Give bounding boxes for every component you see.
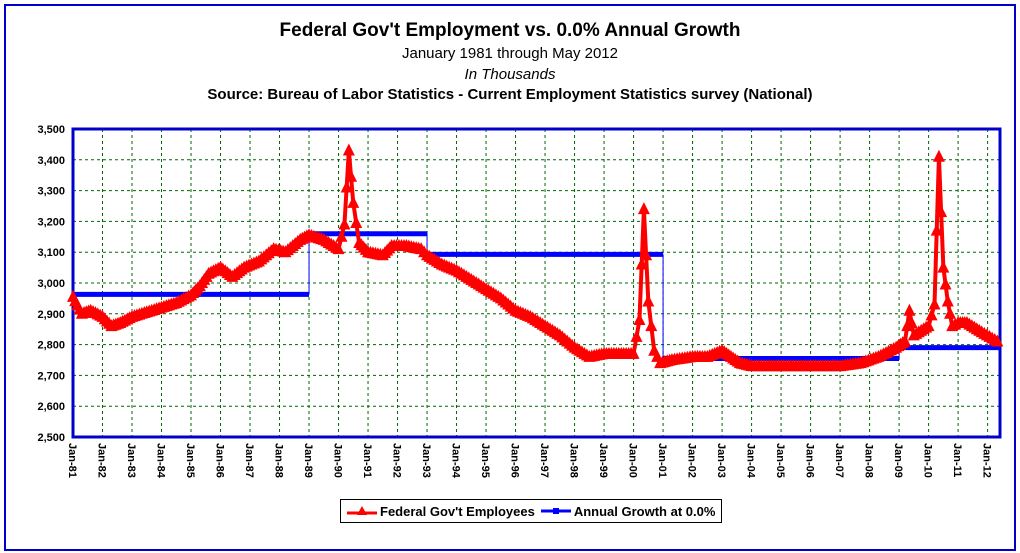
x-tick-label: Jan-02 [686, 443, 698, 478]
x-tick-label: Jan-88 [273, 443, 285, 478]
x-tick-label: Jan-99 [597, 443, 609, 478]
federal-data-marker [340, 180, 353, 193]
y-tick-label: 2,700 [37, 370, 65, 382]
x-tick-label: Jan-92 [391, 443, 403, 478]
legend-item-federal: Federal Gov't Employees [347, 504, 535, 519]
legend-label-growth: Annual Growth at 0.0% [573, 503, 716, 519]
x-tick-label: Jan-12 [981, 443, 993, 478]
x-tick-label: Jan-87 [243, 443, 255, 478]
federal-data-marker [928, 297, 941, 310]
chart-frame [4, 4, 1016, 551]
x-tick-label: Jan-81 [66, 443, 78, 478]
x-tick-label: Jan-10 [922, 443, 934, 478]
x-tick-label: Jan-97 [538, 443, 550, 478]
federal-data-marker [332, 242, 345, 255]
x-tick-label: Jan-08 [863, 443, 875, 478]
federal-data-marker [342, 143, 355, 156]
federal-data-marker [943, 306, 956, 319]
x-tick-label: Jan-05 [774, 443, 786, 478]
y-tick-label: 3,300 [37, 186, 65, 198]
plot-area-border [71, 127, 1002, 439]
chart-subtitle-dates: January 1981 through May 2012 [402, 45, 618, 62]
x-tick-label: Jan-94 [450, 443, 462, 479]
chart-subtitle-source: Source: Bureau of Labor Statistics - Cur… [207, 86, 813, 103]
federal-data-marker [338, 217, 351, 230]
federal-data-marker [925, 308, 938, 321]
x-tick-label: Jan-89 [302, 443, 314, 478]
federal-data-marker [935, 205, 948, 218]
x-tick-label: Jan-06 [804, 443, 816, 478]
y-tick-label: 2,500 [37, 432, 65, 444]
y-tick-label: 3,100 [37, 247, 65, 259]
x-tick-label: Jan-93 [420, 443, 432, 478]
federal-data-marker [645, 319, 658, 332]
y-tick-label: 2,900 [37, 309, 65, 321]
legend: Federal Gov't Employees Annual Growth at… [340, 499, 722, 523]
y-tick-label: 2,800 [37, 340, 65, 352]
x-tick-label: Jan-91 [361, 443, 373, 478]
federal-data-marker [941, 294, 954, 307]
x-tick-label: Jan-95 [479, 443, 491, 478]
federal-data-marker [627, 346, 640, 359]
x-tick-label: Jan-98 [568, 443, 580, 478]
federal-data-marker [633, 312, 646, 325]
x-tick-label: Jan-01 [656, 443, 668, 478]
legend-marker-square-icon [540, 508, 571, 514]
x-tick-label: Jan-11 [951, 443, 963, 477]
federal-data-marker [642, 294, 655, 307]
legend-label-federal: Federal Gov't Employees [380, 503, 535, 519]
chart-subtitle-units: In Thousands [464, 66, 556, 83]
federal-data-marker [903, 303, 916, 316]
federal-data-marker [922, 319, 935, 332]
federal-data-marker [991, 334, 1004, 347]
legend-marker-triangle-icon [347, 506, 377, 515]
x-tick-label: Jan-90 [332, 443, 344, 478]
x-tick-label: Jan-83 [125, 443, 137, 478]
federal-data-marker [937, 260, 950, 273]
federal-data-marker [932, 149, 945, 162]
y-tick-label: 3,400 [37, 155, 65, 167]
federal-data-marker [630, 329, 643, 342]
federal-data-marker [347, 195, 360, 208]
x-tick-label: Jan-96 [509, 443, 521, 478]
federal-data-marker [345, 169, 358, 182]
federal-data-marker [930, 223, 943, 236]
x-tick-label: Jan-85 [184, 443, 196, 478]
federal-employees-line [71, 150, 999, 369]
x-tick-label: Jan-00 [627, 443, 639, 478]
federal-data-marker [640, 248, 653, 261]
x-tick-label: Jan-03 [715, 443, 727, 478]
x-tick-label: Jan-09 [892, 443, 904, 478]
x-tick-label: Jan-86 [214, 443, 226, 478]
federal-data-marker [635, 257, 648, 270]
federal-data-marker [350, 215, 363, 228]
federal-data-marker [637, 202, 650, 215]
y-tick-label: 3,000 [37, 278, 65, 290]
y-tick-label: 3,200 [37, 216, 65, 228]
federal-data-marker [335, 229, 348, 242]
x-tick-label: Jan-82 [96, 443, 108, 478]
x-tick-label: Jan-84 [155, 443, 167, 479]
x-tick-label: Jan-07 [833, 443, 845, 478]
federal-data-marker [898, 334, 911, 347]
y-tick-label: 2,600 [37, 401, 65, 413]
legend-item-growth: Annual Growth at 0.0% [540, 503, 716, 519]
federal-data-marker [939, 277, 952, 290]
x-tick-label: Jan-04 [745, 443, 757, 479]
chart-title: Federal Gov't Employment vs. 0.0% Annual… [279, 20, 741, 41]
y-tick-label: 3,500 [37, 124, 65, 136]
federal-data-marker [905, 316, 918, 329]
